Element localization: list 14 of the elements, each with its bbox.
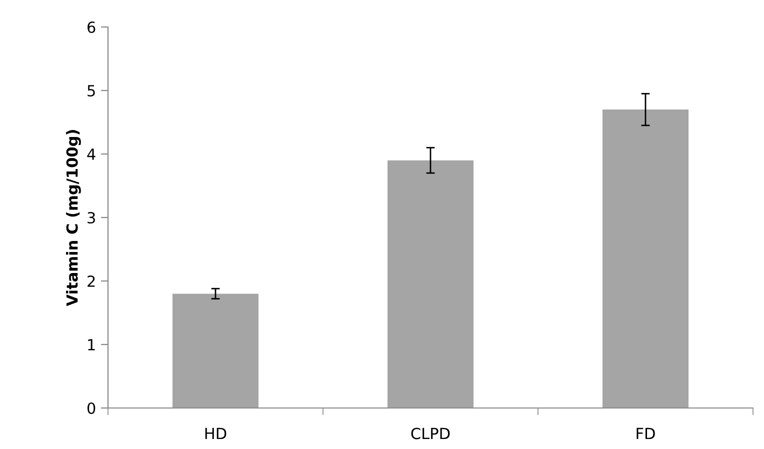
y-tick-label: 5 [88,85,95,97]
y-tick-label: 4 [87,148,96,160]
x-tick-label: FD [636,428,655,440]
bar [172,294,258,408]
bar [388,160,474,408]
y-tick-label: 0 [87,402,96,414]
y-tick-label: 1 [88,339,95,350]
bar [602,110,688,408]
y-axis-title: Vitamin C (mg/100g) [66,130,81,306]
x-tick-label: HD [205,428,226,440]
y-tick-label: 6 [88,21,96,34]
y-tick-label: 2 [88,275,95,287]
x-tick-label: CLPD [411,428,450,440]
y-tick-label: 3 [88,212,95,224]
